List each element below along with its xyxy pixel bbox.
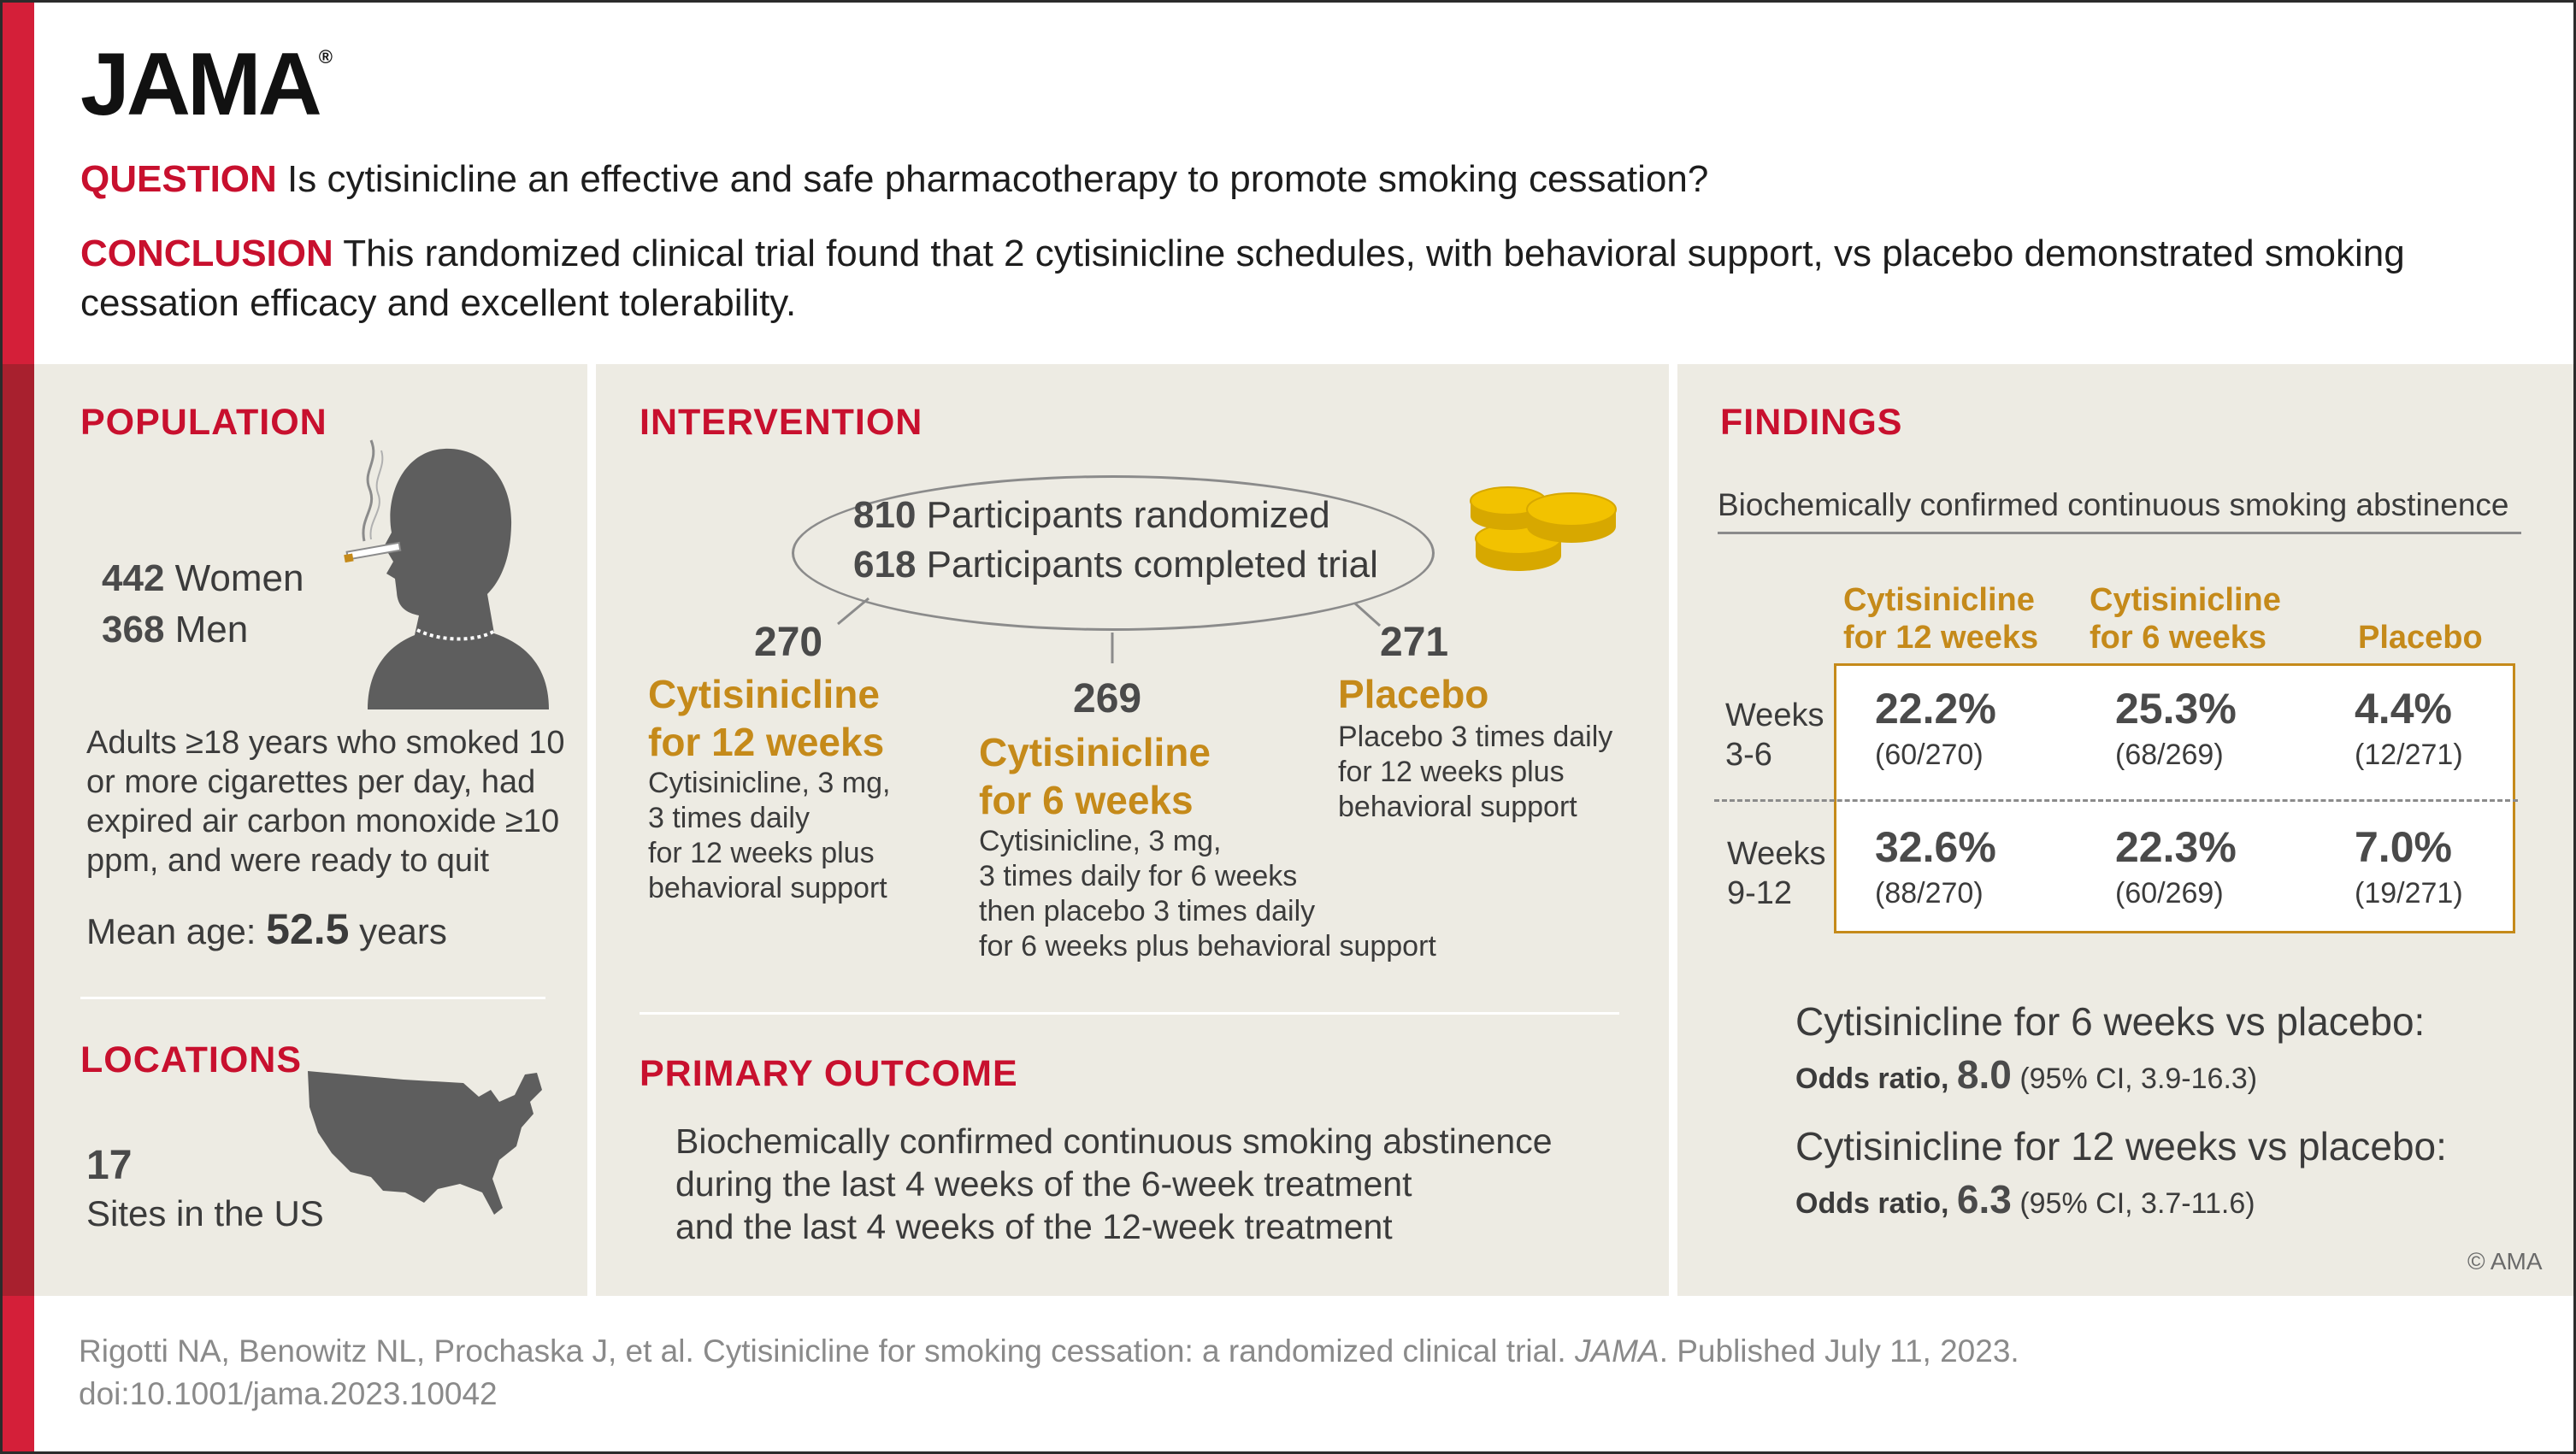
cell-r1-c3-frac: (12/271)	[2355, 739, 2463, 771]
smoker-silhouette-icon	[344, 439, 549, 709]
cell-r1-c1-frac: (60/270)	[1875, 739, 1984, 771]
conclusion-text: This randomized clinical trial found tha…	[80, 233, 2405, 324]
conclusion-label: CONCLUSION	[80, 233, 333, 274]
red-accent-bar-middle	[3, 364, 34, 1296]
arm1-title: Cytisinicline for 12 weeks	[648, 672, 885, 764]
cell-r2-c1-frac: (88/270)	[1875, 877, 1984, 909]
findings-title: FINDINGS	[1720, 402, 1903, 443]
population-women: 442 Women	[102, 557, 304, 599]
comparison-12wk-heading: Cytisinicline for 12 weeks vs placebo:	[1795, 1124, 2447, 1168]
findings-subtitle: Biochemically confirmed continuous smoki…	[1718, 487, 2509, 522]
cell-r1-c3-pct: 4.4%	[2355, 685, 2452, 733]
comparison-12wk-odds-ratio: Odds ratio, 6.3 (95% CI, 3.7-11.6)	[1795, 1177, 2255, 1221]
intervention-title: INTERVENTION	[640, 402, 923, 443]
cell-r2-c2-pct: 22.3%	[2115, 823, 2237, 871]
question-label: QUESTION	[80, 158, 277, 200]
citation-doi: doi:10.1001/jama.2023.10042	[79, 1376, 498, 1411]
red-accent-bar-top	[3, 3, 34, 364]
cell-r2-c3-frac: (19/271)	[2355, 877, 2463, 909]
arm3-n: 271	[1380, 620, 1449, 665]
jama-logo: JAMA®	[80, 35, 333, 134]
arm2-n: 269	[1073, 676, 1142, 721]
us-map-icon	[308, 1071, 542, 1215]
comparison-6wk-odds-ratio: Odds ratio, 8.0 (95% CI, 3.9-16.3)	[1795, 1052, 2258, 1097]
locations-title: LOCATIONS	[80, 1039, 303, 1080]
question: QUESTION Is cytisinicline an effective a…	[80, 155, 1708, 204]
population-divider	[80, 997, 545, 999]
locations-label: Sites in the US	[86, 1193, 324, 1233]
arm3-description: Placebo 3 times daily for 12 weeks plus …	[1338, 721, 1613, 823]
cell-r1-c2-frac: (68/269)	[2115, 739, 2224, 771]
arm1-description: Cytisinicline, 3 mg, 3 times daily for 1…	[648, 767, 891, 904]
findings-table	[1834, 663, 2515, 933]
population-men: 368 Men	[102, 609, 249, 650]
population-description: Adults ≥18 years who smoked 10 or more c…	[86, 725, 565, 879]
row-label-weeks-9-12: Weeks 9-12	[1727, 836, 1826, 911]
col-head-12wk: Cytisinicline for 12 weeks	[1843, 582, 2039, 656]
table-row-separator	[1714, 799, 2518, 802]
cell-r1-c1-pct: 22.2%	[1875, 685, 1996, 733]
question-text: Is cytisinicline an effective and safe p…	[287, 158, 1709, 200]
primary-outcome-title: PRIMARY OUTCOME	[640, 1053, 1018, 1094]
col-head-6wk: Cytisinicline for 6 weeks	[2090, 582, 2281, 656]
citation: Rigotti NA, Benowitz NL, Prochaska J, et…	[79, 1330, 2473, 1416]
cell-r2-c1-pct: 32.6%	[1875, 823, 1996, 871]
participants-completed: 618 Participants completed trial	[853, 544, 1378, 586]
col-head-placebo: Placebo	[2358, 620, 2483, 656]
cell-r2-c3-pct: 7.0%	[2355, 823, 2452, 871]
primary-outcome-text: Biochemically confirmed continuous smoki…	[675, 1121, 1553, 1246]
row-label-weeks-3-6: Weeks 3-6	[1725, 698, 1824, 773]
conclusion: CONCLUSION This randomized clinical tria…	[80, 229, 2543, 328]
intervention-divider	[640, 1012, 1619, 1015]
arm3-title: Placebo	[1338, 672, 1489, 716]
findings-subtitle-rule	[1718, 532, 2521, 534]
comparison-6wk-heading: Cytisinicline for 6 weeks vs placebo:	[1795, 999, 2426, 1044]
cell-r1-c2-pct: 25.3%	[2115, 685, 2237, 733]
population-mean-age: Mean age: 52.5 years	[86, 905, 447, 953]
population-title: POPULATION	[80, 402, 327, 443]
arm2-title: Cytisinicline for 6 weeks	[979, 730, 1211, 822]
randomized-oval	[792, 475, 1435, 631]
cell-r2-c2-frac: (60/269)	[2115, 877, 2224, 909]
copyright: © AMA	[2467, 1248, 2543, 1274]
arm2-description: Cytisinicline, 3 mg, 3 times daily for 6…	[979, 825, 1436, 962]
locations-count: 17	[86, 1143, 133, 1188]
red-accent-bar-bottom	[3, 1296, 34, 1451]
participants-randomized: 810 Participants randomized	[853, 494, 1330, 536]
pills-icon	[1470, 486, 1617, 571]
arm1-n: 270	[754, 620, 823, 665]
